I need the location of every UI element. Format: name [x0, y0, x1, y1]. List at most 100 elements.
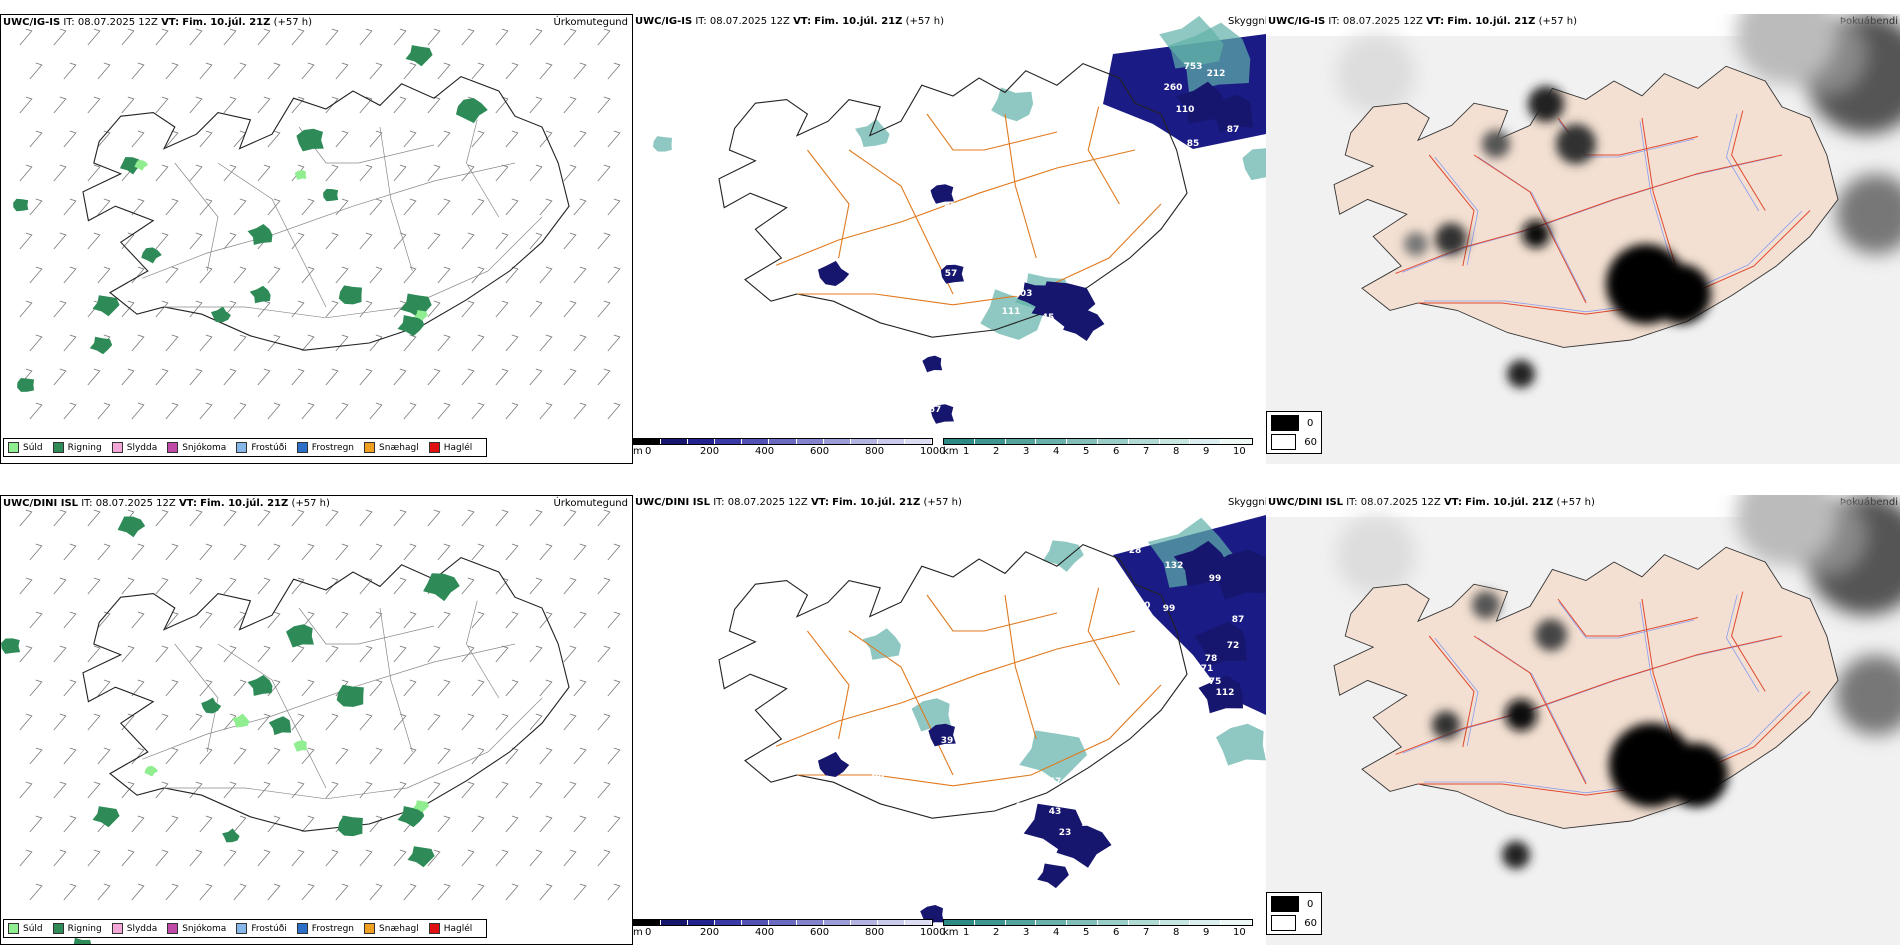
legend-swatch	[8, 442, 19, 453]
cloud-base-areas	[818, 540, 1266, 925]
wind-barb	[529, 164, 543, 182]
wind-barb	[267, 747, 281, 765]
wind-barb	[369, 130, 383, 148]
ceiling-swatch	[715, 439, 743, 444]
lead-time: (+57 h)	[291, 498, 330, 509]
wind-barb	[155, 645, 169, 663]
wind-barb	[359, 164, 373, 182]
wind-barb	[427, 713, 441, 731]
wind-barb	[597, 713, 611, 731]
wind-barb	[223, 509, 237, 527]
rain-area	[337, 815, 363, 837]
valid-time: Fim. 10.júl. 21Z	[200, 498, 289, 509]
wind-barb	[155, 368, 169, 386]
wind-barb	[267, 543, 281, 561]
wind-barb	[257, 368, 271, 386]
wind-barb	[97, 62, 111, 80]
wind-barb	[403, 130, 417, 148]
wind-barb	[359, 300, 373, 318]
cloud-base-value: 111	[1002, 307, 1021, 317]
wind-barb	[607, 130, 621, 148]
wind-barb	[19, 577, 33, 595]
wind-barb	[335, 543, 349, 561]
low-vis-area	[653, 136, 673, 152]
cloud-base-value: 40	[768, 165, 781, 175]
wind-barb	[233, 611, 247, 629]
wind-barb	[165, 266, 179, 284]
wind-barb	[403, 198, 417, 216]
rain-area	[17, 378, 35, 392]
wind-barb	[19, 849, 33, 867]
wind-barb	[131, 815, 145, 833]
road	[926, 113, 1058, 151]
panel-header: UWC/DINI ISL IT: 08.07.2025 12Z VT: Fim.…	[3, 498, 330, 509]
wind-barb	[369, 402, 383, 420]
wind-barb	[233, 543, 247, 561]
wind-barb	[63, 747, 77, 765]
wind-barb	[267, 198, 281, 216]
wind-barb	[393, 713, 407, 731]
wind-barb	[165, 334, 179, 352]
wind-barb	[427, 849, 441, 867]
wind-barb	[403, 883, 417, 901]
visibility-swatch	[1221, 920, 1252, 925]
wind-barb	[53, 781, 67, 799]
wind-barb	[199, 334, 213, 352]
wind-barb	[359, 781, 373, 799]
wind-barb	[461, 713, 475, 731]
rain-area	[456, 98, 488, 124]
wind-barb	[359, 713, 373, 731]
wind-barb	[495, 164, 509, 182]
wind-barb	[267, 402, 281, 420]
wind-barb	[607, 883, 621, 901]
sea-fog	[1836, 174, 1900, 254]
legend-item: Haglél	[428, 442, 472, 453]
wind-barb	[573, 402, 587, 420]
low-vis-area	[1019, 730, 1088, 783]
rain-area	[247, 675, 273, 696]
wind-barb	[97, 130, 111, 148]
ceiling-swatch	[634, 920, 662, 925]
road	[1731, 591, 1766, 692]
wind-barb	[335, 62, 349, 80]
visibility-tick: 1	[963, 446, 970, 457]
wind-barb	[495, 28, 509, 46]
wind-barb	[121, 96, 135, 114]
fog-legend: 0 60	[1266, 411, 1322, 454]
road	[217, 643, 327, 789]
road	[1004, 113, 1037, 259]
wind-barb	[539, 543, 553, 561]
wind-barb	[121, 781, 135, 799]
wind-barb	[165, 883, 179, 901]
wind-barb	[87, 164, 101, 182]
wind-barb	[325, 509, 339, 527]
visibility-swatch	[1159, 439, 1191, 444]
wind-barb	[573, 747, 587, 765]
rain-area	[397, 315, 425, 337]
road	[1731, 110, 1766, 211]
wind-barb	[223, 96, 237, 114]
rain-area	[323, 188, 339, 202]
wind-barb	[573, 883, 587, 901]
visibility-swatch	[944, 920, 975, 925]
ceiling-tick: 600	[810, 927, 830, 938]
wind-barb	[233, 679, 247, 697]
cloud-base-value: 87	[1232, 615, 1245, 625]
rain-area	[13, 198, 29, 212]
cloud-base-area	[1208, 94, 1254, 133]
wind-barb	[597, 781, 611, 799]
legend-label: Rigning	[67, 442, 102, 453]
wind-barb	[63, 611, 77, 629]
wind-barb	[563, 300, 577, 318]
ceiling-tick: 400	[755, 446, 775, 457]
wind-barb	[19, 713, 33, 731]
visibility-tick: 8	[1173, 446, 1180, 457]
ceiling-swatch	[823, 439, 851, 444]
wind-barb	[529, 713, 543, 731]
wind-barb	[19, 781, 33, 799]
cloud-base-value: 75	[1209, 677, 1222, 687]
wind-barb	[267, 679, 281, 697]
wind-barb	[257, 96, 271, 114]
wind-barb	[257, 509, 271, 527]
wind-barb	[607, 747, 621, 765]
